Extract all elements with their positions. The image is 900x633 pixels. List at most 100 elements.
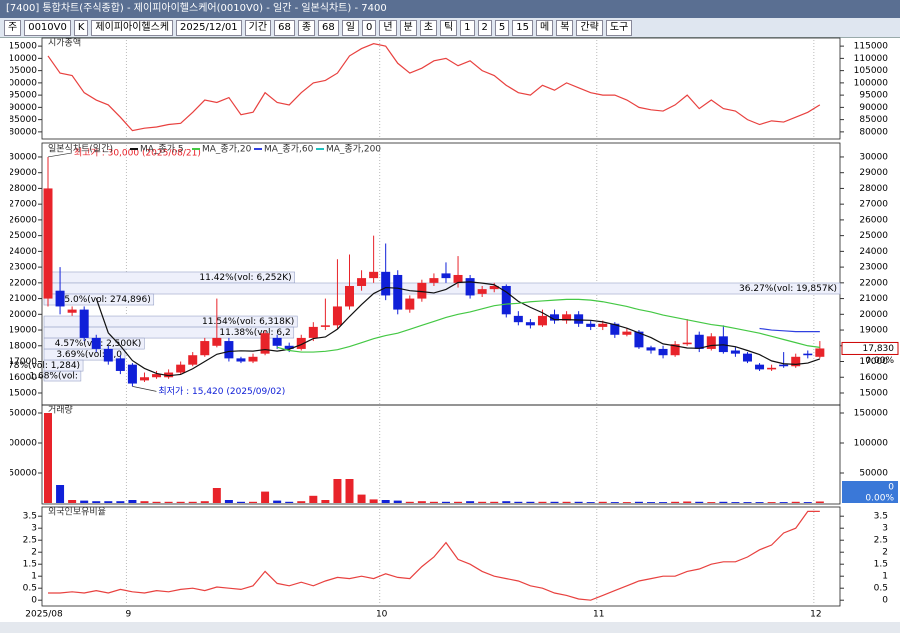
y-tick-label: 24000 <box>859 247 888 257</box>
volume-bar <box>514 501 523 503</box>
toolbar-button[interactable]: 15 <box>512 19 533 36</box>
volume-bar <box>188 501 197 503</box>
candle-body <box>658 348 668 356</box>
volume-bar <box>429 501 438 503</box>
volume-bar <box>502 501 511 503</box>
toolbar-button[interactable]: 0010V0 <box>24 19 71 36</box>
price-profile-box <box>43 282 841 295</box>
candle-body <box>441 273 451 279</box>
x-tick-label: 10 <box>376 610 388 620</box>
toolbar-button[interactable]: 5 <box>494 19 510 36</box>
volume-bar <box>249 501 258 503</box>
candle-body <box>405 298 415 310</box>
volume-bar <box>731 502 740 503</box>
toolbar-button[interactable]: 2025/12/01 <box>176 19 242 36</box>
candle-body <box>345 285 354 307</box>
volume-bar <box>647 502 655 503</box>
y-tick-label-left: 0.5 <box>23 584 37 594</box>
change-label: 0.00% <box>865 356 894 366</box>
candle-body <box>67 309 77 313</box>
toolbar-button[interactable]: 분 <box>399 19 417 36</box>
y-tick-label: 95000 <box>859 91 888 101</box>
volume-bar <box>140 501 149 503</box>
candle-body <box>550 314 560 321</box>
volume-bar <box>68 500 77 503</box>
toolbar-button[interactable]: 도구 <box>605 19 633 36</box>
toolbar-button[interactable]: 제이피아이헬스케 <box>91 19 174 36</box>
toolbar-button[interactable]: 0 <box>361 19 377 36</box>
current-price-label: 17,830 <box>863 344 895 354</box>
toolbar-button[interactable]: 기간 <box>244 19 272 36</box>
legend-entry: MA_종가,60 <box>264 144 314 155</box>
candle-body <box>646 347 656 351</box>
volume-bar <box>683 501 692 503</box>
y-tick-label: 30000 <box>859 152 888 162</box>
y-tick-label: 27000 <box>859 200 888 210</box>
toolbar-button[interactable]: 년 <box>379 19 397 36</box>
volume-bar <box>309 495 318 503</box>
y-tick-label: 105000 <box>854 66 889 76</box>
y-tick-label-left: 3 <box>31 524 37 534</box>
candle-body <box>332 306 342 326</box>
y-tick-label-left: 105000 <box>3 66 38 76</box>
volume-bar <box>526 501 535 503</box>
candle-body <box>598 323 608 327</box>
candle-body <box>79 309 89 338</box>
candle-body <box>212 337 222 346</box>
annotation-arrow <box>132 386 157 392</box>
price-profile-label: 1.78%(vol: 1,284) <box>0 361 80 371</box>
volume-bar <box>56 485 65 503</box>
volume-bar <box>441 501 450 503</box>
y-tick-label-left: 100000 <box>3 439 38 449</box>
candle-body <box>525 322 535 326</box>
candle-body <box>610 323 620 335</box>
price-profile-box <box>43 348 126 361</box>
toolbar-button[interactable]: K <box>73 19 89 36</box>
volume-bar <box>610 502 619 503</box>
volume-bar <box>92 501 101 503</box>
toolbar-button[interactable]: 복 <box>556 19 574 36</box>
y-tick-label: 1.5 <box>874 560 888 570</box>
candle-body <box>357 278 367 286</box>
annotation-arrow <box>47 152 73 158</box>
candle-body <box>91 337 101 349</box>
volume-bar <box>164 501 173 503</box>
toolbar-button[interactable]: 주 <box>4 19 22 36</box>
y-tick-label-left: 150000 <box>3 409 38 419</box>
toolbar-button[interactable]: 1 <box>460 19 475 36</box>
toolbar-button[interactable]: 종 <box>297 19 316 36</box>
volume-bar <box>574 501 583 503</box>
line-series <box>759 327 820 333</box>
volume-bar <box>695 501 704 503</box>
volume-bar <box>176 501 185 503</box>
volume-bar <box>405 501 414 503</box>
toolbar-button[interactable]: 68 <box>318 19 339 36</box>
y-tick-label: 85000 <box>859 115 888 125</box>
panel-frame <box>41 37 841 140</box>
y-tick-label: 21000 <box>859 294 888 304</box>
volume-bar <box>634 501 643 503</box>
candle-body <box>803 353 813 356</box>
toolbar-button[interactable]: 메 <box>536 19 554 36</box>
candle-body <box>574 314 584 324</box>
toolbar-button[interactable]: 틱 <box>439 19 458 36</box>
candle-body <box>115 358 125 371</box>
toolbar-button[interactable]: 일 <box>341 19 359 36</box>
y-tick-label: 115000 <box>854 42 889 52</box>
candle-body <box>200 341 210 356</box>
toolbar-button[interactable]: 68 <box>274 19 295 36</box>
y-tick-label: 26000 <box>859 215 888 225</box>
panel-title: 거래량 <box>48 404 73 416</box>
toolbar-button[interactable]: 2 <box>477 19 492 36</box>
volume-bar <box>236 501 245 503</box>
volume-bar <box>369 499 378 503</box>
toolbar-button[interactable]: 초 <box>419 19 437 36</box>
candle-body <box>779 364 789 367</box>
candle-body <box>55 290 65 307</box>
volume-bar <box>152 501 161 503</box>
toolbar-button[interactable]: 간략 <box>576 19 603 36</box>
y-tick-label-left: 95000 <box>8 91 37 101</box>
toolbar: 주 0010V0 K 제이피아이헬스케 2025/12/01 기간 68 종 68 일 0 년 분 초 틱 1… <box>0 18 900 38</box>
candle-body <box>791 356 801 367</box>
candle-body <box>176 364 186 373</box>
